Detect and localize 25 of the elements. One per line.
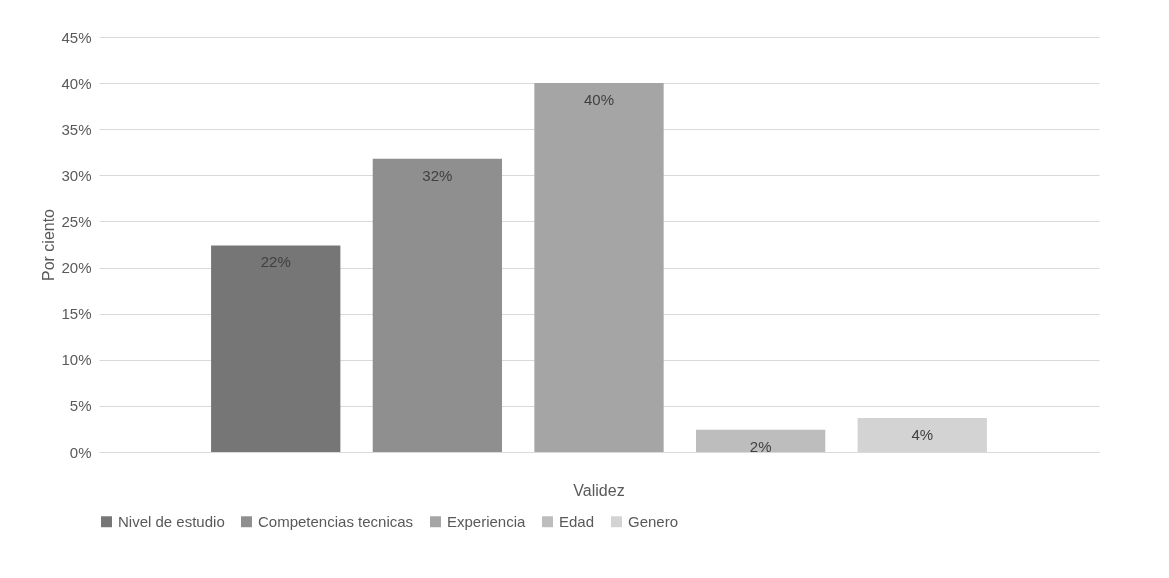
legend-label: Edad: [559, 512, 595, 530]
legend-label: Experiencia: [447, 512, 527, 530]
x-tick-label: Validez: [573, 481, 625, 499]
y-tick-label: 20%: [61, 259, 92, 277]
legend-label: Competencias tecnicas: [258, 512, 414, 530]
y-tick-label: 0%: [69, 443, 92, 461]
y-tick-label: 15%: [61, 305, 92, 323]
y-tick-label: 10%: [61, 351, 92, 369]
y-tick-label: 30%: [61, 166, 92, 184]
y-tick-label: 45%: [61, 28, 92, 46]
bar: [534, 83, 664, 452]
data-label: 4%: [911, 425, 934, 443]
bar: [372, 158, 503, 452]
bar: [211, 245, 341, 452]
bar: [695, 429, 826, 452]
y-tick-label: 25%: [61, 212, 92, 230]
legend-label: Nivel de estudio: [118, 512, 225, 530]
data-label: 40%: [583, 91, 615, 109]
y-tick-label: 5%: [69, 397, 92, 415]
y-axis-title: Por ciento: [40, 208, 58, 282]
data-label: 2%: [749, 437, 772, 455]
legend-label: Genero: [628, 512, 679, 530]
y-tick-label: 35%: [61, 120, 92, 138]
data-label: 32%: [422, 166, 453, 184]
y-tick-label: 40%: [61, 74, 92, 92]
